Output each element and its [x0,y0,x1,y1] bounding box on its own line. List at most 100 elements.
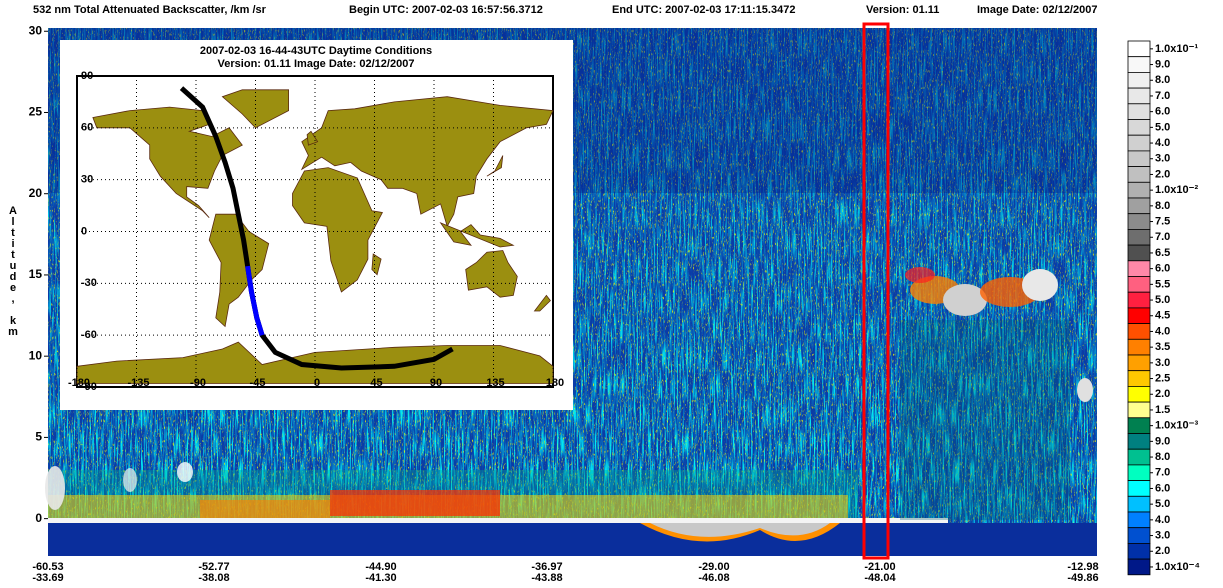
colorbar-swatch [1128,245,1150,261]
x-tick-lon: -43.88 [531,572,562,584]
colorbar-label: 1.5 [1155,404,1170,416]
inset-y-label: 60 [81,122,93,134]
x-tick-lon: -33.69 [32,572,63,584]
y-axis-label: Altitude, km [7,205,19,337]
colorbar-label: 1.0x10⁻³ [1155,420,1198,432]
inset-x-label: 90 [430,377,442,389]
colorbar-swatch [1128,167,1150,183]
colorbar-label: 6.5 [1155,247,1170,259]
inset-title: 2007-02-03 16-44-43UTC Daytime Condition… [200,45,432,57]
colorbar-label: 4.0 [1155,325,1170,337]
x-tick-lon: -48.04 [864,572,896,584]
y-tick-label: 0 [35,511,42,525]
inset-y-label: 30 [81,174,93,186]
colorbar-swatch [1128,355,1150,371]
x-tick-lon: -38.08 [198,572,229,584]
colorbar-swatch [1128,182,1150,198]
colorbar-swatch [1128,261,1150,277]
inset-y-label: 90 [81,70,93,82]
colorbar-label: 3.0 [1155,529,1170,541]
colorbar-swatch [1128,386,1150,402]
colorbar-swatch [1128,308,1150,324]
colorbar-swatch [1128,434,1150,450]
colorbar-swatch [1128,292,1150,308]
colorbar-swatch [1128,41,1150,57]
colorbar-swatch [1128,135,1150,151]
y-tick-label: 10 [29,348,43,362]
colorbar-swatch [1128,214,1150,230]
inset-x-label: 180 [546,377,564,389]
colorbar-label: 2.0 [1155,388,1170,400]
colorbar-swatch [1128,418,1150,434]
colorbar-swatch [1128,324,1150,340]
colorbar-swatch [1128,151,1150,167]
colorbar-swatch [1128,104,1150,120]
colorbar-swatch [1128,277,1150,293]
colorbar-swatch [1128,512,1150,528]
y-tick-label: 15 [29,267,43,281]
header: 532 nm Total Attenuated Backscatter, /km… [33,4,1097,16]
page: 532 nm Total Attenuated Backscatter, /km… [0,0,1223,588]
colorbar-label: 7.5 [1155,215,1170,227]
colorbar-swatch [1128,339,1150,355]
y-tick-label: 20 [29,186,43,200]
inset-y-label: -90 [81,381,97,393]
colorbar-label: 5.5 [1155,278,1170,290]
colorbar-label: 7.0 [1155,90,1170,102]
colorbar-label: 5.0 [1155,121,1170,133]
colorbar-label: 5.0 [1155,498,1170,510]
colorbar-label: 3.5 [1155,341,1170,353]
colorbar-label: 2.5 [1155,372,1170,384]
colorbar-swatch [1128,88,1150,104]
colorbar-label: 9.0 [1155,58,1170,70]
version: Version: 01.11 [866,4,939,16]
colorbar-label: 9.0 [1155,435,1170,447]
inset-y-label: -60 [81,329,97,341]
colorbar-label: 6.0 [1155,106,1170,118]
inset-map: 2007-02-03 16-44-43UTC Daytime Condition… [60,40,573,410]
colorbar-swatch [1128,120,1150,136]
end-time: End UTC: 2007-02-03 17:11:15.3472 [612,4,795,16]
inset-y-label: 0 [81,225,87,237]
colorbar-swatch [1128,528,1150,544]
inset-y-label: -30 [81,277,97,289]
colorbar-swatch [1128,72,1150,88]
y-tick-label: 30 [29,23,43,37]
chart: 532 nm Total Attenuated Backscatter, /km… [0,0,1223,588]
x-tick-lon: -49.86 [1067,572,1098,584]
colorbar-label: 8.0 [1155,200,1170,212]
colorbar-label: 2.0 [1155,168,1170,180]
colorbar-label: 7.0 [1155,467,1170,479]
colorbar-swatch [1128,229,1150,245]
colorbar-swatch [1128,198,1150,214]
colorbar-label: 3.0 [1155,153,1170,165]
colorbar-swatch [1128,559,1150,575]
colorbar-label: 1.0x10⁻¹ [1155,43,1198,55]
colorbar-swatch [1128,543,1150,559]
colorbar-swatch [1128,402,1150,418]
colorbar-label: 2.0 [1155,545,1170,557]
colorbar-swatch [1128,481,1150,497]
inset-x-label: 45 [370,377,382,389]
y-tick-label: 25 [29,105,43,119]
colorbar-swatch [1128,371,1150,387]
title: 532 nm Total Attenuated Backscatter, /km… [33,4,267,16]
colorbar-label: 3.0 [1155,357,1170,369]
colorbar-label: 8.0 [1155,74,1170,86]
colorbar-swatch [1128,449,1150,465]
colorbar-label: 8.0 [1155,451,1170,463]
x-tick-lon: -41.30 [365,572,396,584]
x-tick-lon: -46.08 [698,572,729,584]
colorbar-swatch [1128,465,1150,481]
colorbar-label: 6.0 [1155,482,1170,494]
begin-time: Begin UTC: 2007-02-03 16:57:56.3712 [349,4,543,16]
colorbar-swatch [1128,496,1150,512]
inset-subtitle: Version: 01.11 Image Date: 02/12/2007 [218,58,415,70]
colorbar-label: 1.0x10⁻² [1155,184,1198,196]
colorbar-label: 7.0 [1155,231,1170,243]
colorbar-label: 4.5 [1155,310,1170,322]
colorbar-swatch [1128,57,1150,73]
y-tick-label: 5 [35,430,42,444]
image-date: Image Date: 02/12/2007 [977,4,1097,16]
colorbar-label: 4.0 [1155,514,1170,526]
